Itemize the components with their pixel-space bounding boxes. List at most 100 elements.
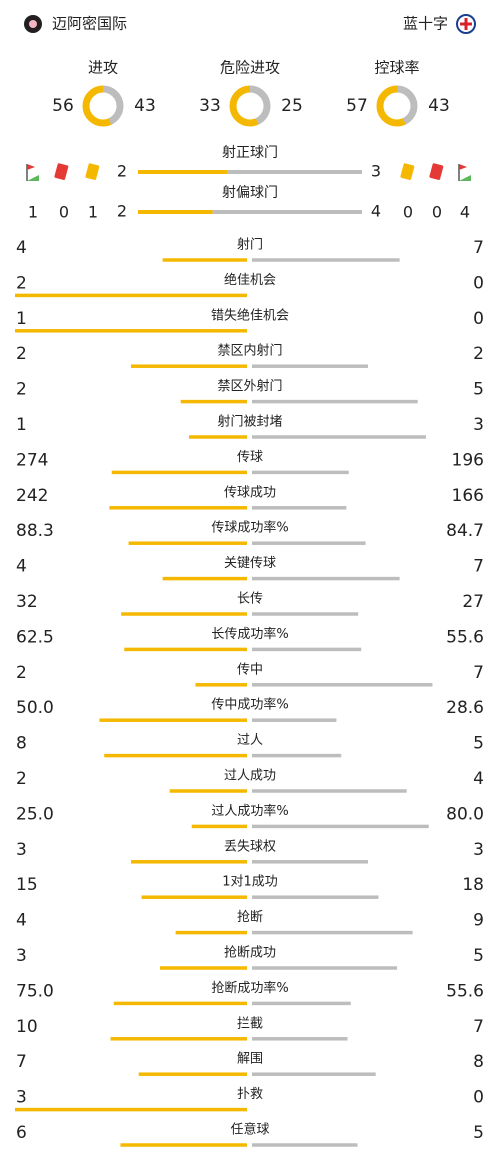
away-value: 0 xyxy=(473,1088,484,1108)
bar-away xyxy=(252,364,368,368)
away-value: 4 xyxy=(473,769,484,789)
stat-label: 过人 xyxy=(237,733,263,748)
ring-label: 进攻 xyxy=(88,59,118,77)
away-value: 5 xyxy=(473,946,484,966)
home-value: 57 xyxy=(346,96,368,116)
bar-home xyxy=(104,753,247,758)
stat-label: 禁区内射门 xyxy=(217,343,282,359)
stat-label: 绝佳机会 xyxy=(224,272,276,288)
home-value: 75.0 xyxy=(16,981,54,1001)
away-value: 18 xyxy=(462,875,484,895)
stat-label: 扑救 xyxy=(237,1086,263,1102)
bar-away xyxy=(252,258,400,262)
home-team: 迈阿密国际 xyxy=(52,15,127,33)
home-value: 50.0 xyxy=(16,698,54,718)
stat-label: 抢断 xyxy=(237,909,263,925)
bar-home xyxy=(180,399,247,404)
stat-label: 传中成功率% xyxy=(211,697,288,713)
home-value: 4 xyxy=(16,911,27,931)
bar-home xyxy=(169,789,247,793)
stat-label: 射门 xyxy=(237,237,263,253)
away-value: 5 xyxy=(473,380,484,400)
home-value: 242 xyxy=(16,486,48,506)
away-value: 0 xyxy=(473,273,484,293)
away-value: 7 xyxy=(473,238,484,258)
bar-away xyxy=(252,576,400,581)
stat-label: 传球成功 xyxy=(224,485,276,500)
home-value: 1 xyxy=(16,415,27,435)
stat-label: 过人成功 xyxy=(224,769,276,784)
card-count: 1 xyxy=(88,203,98,222)
bar-away xyxy=(252,506,347,510)
card-count: 1 xyxy=(28,203,38,222)
card-count: 0 xyxy=(59,203,69,222)
card-count: 0 xyxy=(403,203,413,222)
ring-home xyxy=(229,85,271,127)
bar-home xyxy=(113,1001,247,1006)
home-value: 10 xyxy=(16,1017,38,1037)
bar-home xyxy=(141,895,247,899)
bar-away xyxy=(252,541,366,545)
stat-label: 长传 xyxy=(237,592,263,607)
bar-away xyxy=(252,789,407,793)
away-value: 5 xyxy=(473,1123,484,1143)
away-value: 28.6 xyxy=(446,698,484,718)
away-logo-cross xyxy=(460,18,472,30)
bar-away xyxy=(252,470,349,475)
card-icons xyxy=(26,163,471,181)
stat-label: 传球成功率% xyxy=(211,520,288,536)
shot-label: 射正球门 xyxy=(222,145,278,161)
stat-label: 拦截 xyxy=(237,1016,263,1031)
bar-home xyxy=(195,683,247,687)
bar-away xyxy=(252,399,418,404)
stat-label: 禁区外射门 xyxy=(217,378,282,394)
bar-away xyxy=(227,170,362,174)
home-value: 8 xyxy=(16,734,27,754)
bar-away xyxy=(252,683,433,687)
away-value: 196 xyxy=(452,450,484,470)
home-value: 6 xyxy=(16,1123,27,1143)
bar-home xyxy=(111,470,248,475)
bar-home xyxy=(15,293,247,298)
bar-home xyxy=(162,576,247,581)
home-value: 1 xyxy=(16,309,27,329)
bar-home xyxy=(128,541,247,545)
away-value: 43 xyxy=(428,96,450,116)
away-team: 蓝十字 xyxy=(403,15,448,33)
bar-away xyxy=(252,435,426,439)
home-value: 7 xyxy=(16,1052,27,1072)
away-value: 0 xyxy=(473,309,484,329)
away-value: 55.6 xyxy=(446,981,484,1001)
away-value: 3 xyxy=(371,162,381,181)
home-value: 32 xyxy=(16,592,38,612)
stat-label: 传中 xyxy=(237,662,263,677)
bar-home xyxy=(160,966,247,970)
away-value: 7 xyxy=(473,557,484,577)
ring-label: 危险进攻 xyxy=(220,59,280,77)
home-value: 4 xyxy=(16,238,27,258)
home-value: 62.5 xyxy=(16,627,54,647)
away-value: 5 xyxy=(473,734,484,754)
home-value: 25.0 xyxy=(16,804,54,824)
away-value: 27 xyxy=(462,592,484,612)
stat-label: 抢断成功率% xyxy=(211,980,288,996)
bar-home xyxy=(120,1143,247,1147)
bar-home xyxy=(138,170,228,174)
home-value: 2 xyxy=(16,273,27,293)
bar-home xyxy=(138,210,213,214)
home-value: 33 xyxy=(199,96,221,116)
bar-away xyxy=(252,895,379,899)
away-value: 7 xyxy=(473,1017,484,1037)
home-value: 2 xyxy=(16,344,27,364)
away-value: 3 xyxy=(473,415,484,435)
bar-home xyxy=(121,612,247,616)
stat-label: 射门被封堵 xyxy=(217,414,282,430)
bar-away xyxy=(252,860,368,864)
bar-home xyxy=(138,1072,247,1076)
bar-away xyxy=(252,718,337,722)
home-value: 88.3 xyxy=(16,521,54,541)
bar-home xyxy=(109,506,248,510)
stat-label: 过人成功率% xyxy=(211,803,288,819)
bar-home xyxy=(175,930,247,935)
